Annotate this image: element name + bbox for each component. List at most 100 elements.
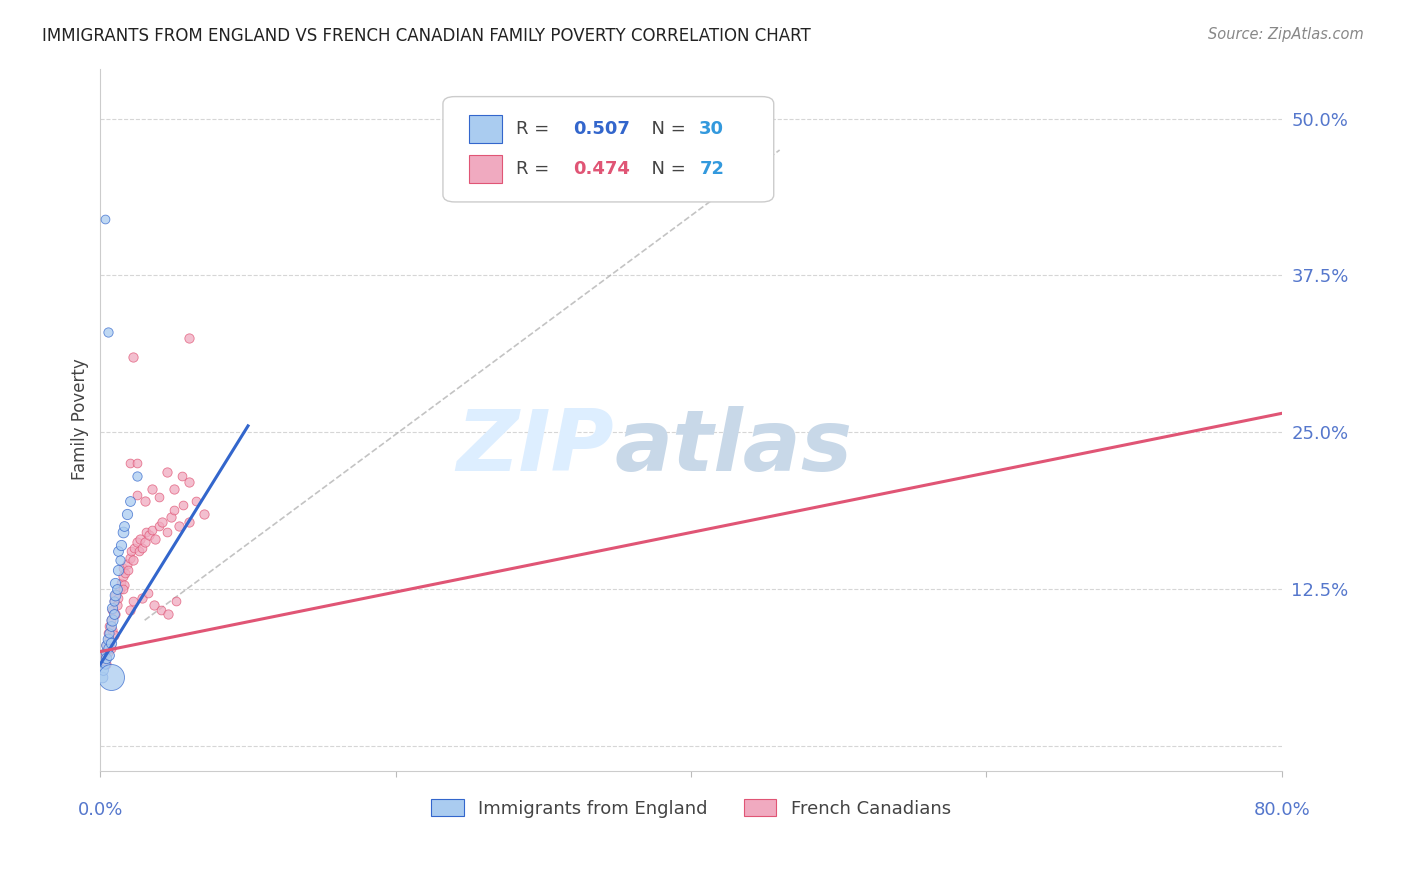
- Point: [94, 657, 117, 672]
- Point: [98, 619, 121, 633]
- Point: [97, 632, 120, 646]
- Point: [100, 670, 122, 684]
- FancyBboxPatch shape: [443, 96, 773, 202]
- Point: [111, 560, 134, 574]
- Point: [105, 582, 128, 596]
- Point: [94, 644, 117, 658]
- Text: 0.507: 0.507: [572, 120, 630, 138]
- Point: [143, 532, 166, 546]
- Point: [186, 494, 208, 508]
- Point: [104, 588, 127, 602]
- Point: [118, 457, 141, 471]
- Point: [121, 594, 143, 608]
- Point: [160, 510, 183, 524]
- Point: [118, 603, 141, 617]
- Point: [134, 535, 156, 549]
- Point: [97, 325, 120, 339]
- Point: [90, 670, 112, 684]
- Point: [148, 519, 170, 533]
- Point: [108, 582, 131, 596]
- Point: [107, 544, 129, 558]
- Point: [134, 494, 156, 508]
- Point: [107, 563, 129, 577]
- Point: [120, 544, 142, 558]
- Point: [96, 650, 118, 665]
- Point: [94, 211, 117, 226]
- Text: IMMIGRANTS FROM ENGLAND VS FRENCH CANADIAN FAMILY POVERTY CORRELATION CHART: IMMIGRANTS FROM ENGLAND VS FRENCH CANADI…: [42, 27, 811, 45]
- Legend: Immigrants from England, French Canadians: Immigrants from England, French Canadian…: [425, 791, 957, 825]
- Point: [110, 538, 132, 552]
- Point: [131, 541, 153, 555]
- Text: R =: R =: [516, 161, 555, 178]
- Point: [105, 598, 128, 612]
- Point: [193, 507, 215, 521]
- Point: [112, 578, 135, 592]
- Point: [177, 331, 200, 345]
- Point: [100, 619, 122, 633]
- Point: [156, 465, 179, 479]
- Point: [127, 469, 149, 483]
- Text: N =: N =: [640, 120, 692, 138]
- Point: [98, 625, 121, 640]
- Point: [100, 640, 122, 655]
- Y-axis label: Family Poverty: Family Poverty: [72, 359, 89, 481]
- Point: [131, 591, 153, 605]
- Point: [107, 591, 129, 605]
- Point: [91, 653, 114, 667]
- Point: [165, 594, 187, 608]
- FancyBboxPatch shape: [470, 155, 502, 184]
- Point: [104, 607, 127, 621]
- Point: [118, 494, 141, 508]
- Point: [110, 575, 132, 590]
- Point: [104, 575, 127, 590]
- Point: [141, 482, 163, 496]
- Point: [127, 457, 149, 471]
- Text: N =: N =: [640, 161, 692, 178]
- Point: [96, 657, 118, 672]
- Point: [103, 628, 125, 642]
- Point: [100, 636, 122, 650]
- Text: Source: ZipAtlas.com: Source: ZipAtlas.com: [1208, 27, 1364, 42]
- Point: [101, 603, 124, 617]
- Point: [96, 638, 118, 652]
- Point: [98, 648, 121, 663]
- Point: [97, 644, 120, 658]
- Point: [101, 613, 124, 627]
- Point: [117, 563, 139, 577]
- Point: [127, 535, 149, 549]
- Point: [136, 585, 159, 599]
- Point: [91, 664, 114, 678]
- Point: [111, 525, 134, 540]
- Point: [135, 525, 157, 540]
- Point: [118, 550, 141, 565]
- Point: [103, 607, 125, 621]
- Point: [163, 482, 186, 496]
- Text: R =: R =: [516, 120, 555, 138]
- Point: [138, 528, 160, 542]
- Text: 80.0%: 80.0%: [1253, 801, 1310, 819]
- Point: [96, 638, 118, 652]
- Point: [103, 594, 125, 608]
- Point: [111, 569, 134, 583]
- Point: [108, 553, 131, 567]
- Point: [101, 600, 124, 615]
- Point: [94, 648, 117, 663]
- Point: [121, 350, 143, 364]
- Point: [115, 557, 138, 571]
- Text: 0.0%: 0.0%: [77, 801, 124, 819]
- Point: [149, 603, 172, 617]
- FancyBboxPatch shape: [470, 115, 502, 144]
- Point: [114, 566, 136, 580]
- Text: atlas: atlas: [614, 406, 852, 489]
- Point: [121, 553, 143, 567]
- Point: [100, 613, 122, 627]
- Point: [141, 523, 163, 537]
- Point: [177, 516, 200, 530]
- Text: ZIP: ZIP: [457, 406, 614, 489]
- Text: 72: 72: [699, 161, 724, 178]
- Point: [112, 519, 135, 533]
- Point: [157, 607, 180, 621]
- Point: [127, 488, 149, 502]
- Point: [167, 519, 190, 533]
- Point: [150, 516, 173, 530]
